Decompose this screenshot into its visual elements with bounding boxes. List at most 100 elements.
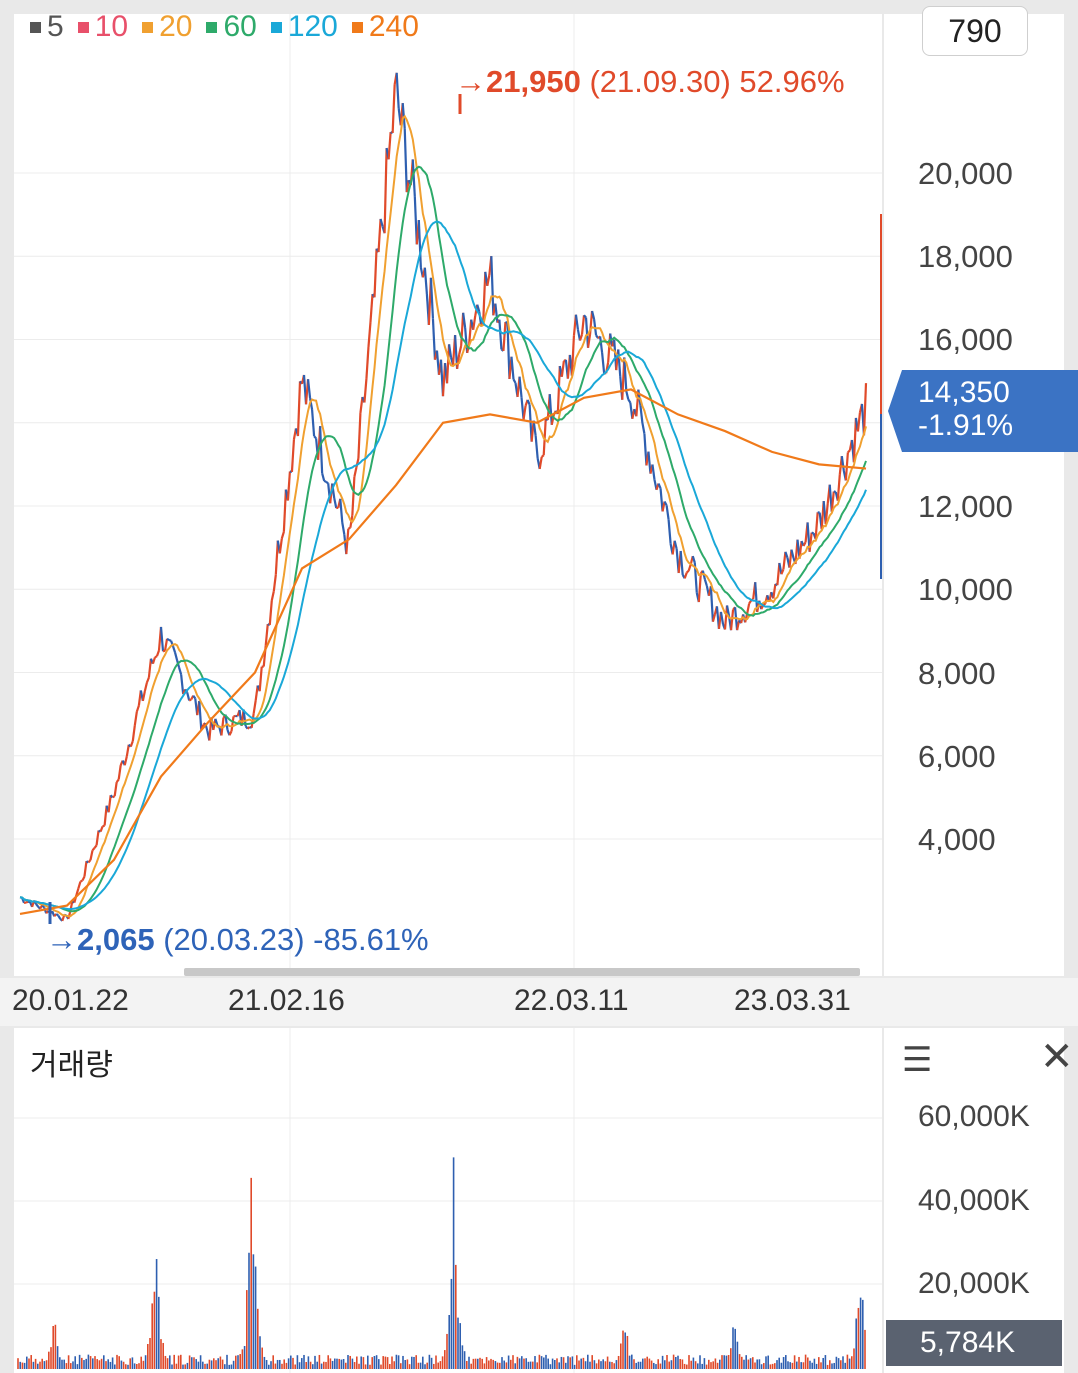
- price-segment: [93, 844, 98, 849]
- price-segment: [351, 476, 356, 516]
- legend-ma10[interactable]: 10: [77, 10, 128, 44]
- legend-swatch: [351, 21, 363, 33]
- price-segment: [103, 805, 108, 826]
- price-segment: [673, 540, 678, 550]
- volume-chart-panel[interactable]: [14, 1028, 882, 1373]
- price-segment: [719, 611, 725, 625]
- price-segment: [856, 412, 862, 432]
- price-segment: [431, 318, 437, 360]
- price-segment: [313, 435, 317, 440]
- legend-swatch: [270, 21, 282, 33]
- price-chart-panel[interactable]: [14, 14, 882, 976]
- low-price-marker: →2,065 (20.03.23) -85.61%: [46, 922, 429, 958]
- legend-swatch: [206, 21, 218, 33]
- ma-legend: 5 10 20 60 120 240: [30, 10, 419, 44]
- price-segment: [331, 483, 336, 499]
- price-chart-canvas: [14, 14, 882, 976]
- price-segment: [35, 903, 39, 908]
- price-segment: [53, 913, 58, 918]
- volume-tick-label: 40,000K: [918, 1184, 1030, 1217]
- price-segment: [323, 479, 327, 483]
- price-segment: [725, 605, 731, 617]
- price-segment: [109, 794, 114, 799]
- current-change: -1.91%: [918, 409, 1014, 442]
- price-segment: [353, 467, 358, 478]
- legend-label: 20: [159, 10, 193, 43]
- price-segment: [57, 914, 62, 920]
- legend-label: 60: [223, 10, 257, 43]
- price-segment: [363, 378, 368, 403]
- price-segment: [198, 700, 203, 730]
- current-price-badge: 14,350 -1.91%: [888, 370, 1078, 452]
- price-segment: [357, 412, 362, 459]
- price-segment: [790, 549, 795, 559]
- price-segment: [862, 383, 868, 436]
- price-segment: [180, 674, 185, 695]
- price-segment: [746, 603, 751, 614]
- price-segment: [387, 132, 392, 160]
- price-segment: [847, 449, 851, 454]
- high-date: (21.09.30): [589, 64, 731, 99]
- legend-ma60[interactable]: 60: [206, 10, 257, 44]
- price-segment: [87, 859, 92, 864]
- price-segment: [623, 357, 628, 392]
- price-segment: [510, 356, 515, 380]
- price-segment: [91, 847, 96, 852]
- price-segment: [391, 84, 396, 134]
- price-segment: [445, 344, 451, 384]
- price-segment: [67, 910, 72, 920]
- price-segment: [627, 398, 632, 404]
- price-segment: [258, 666, 263, 692]
- price-segment: [264, 624, 269, 646]
- price-segment: [852, 417, 858, 463]
- price-segment: [665, 505, 670, 520]
- price-segment: [151, 656, 157, 665]
- price-tick-label: 20,000: [918, 156, 1013, 191]
- price-segment: [379, 218, 384, 227]
- top-value-box[interactable]: 790: [922, 6, 1028, 56]
- price-segment: [639, 405, 644, 424]
- date-tick-label: 20.01.22: [12, 984, 129, 1017]
- price-segment: [188, 698, 192, 702]
- price-segment: [780, 568, 785, 575]
- close-icon[interactable]: ✕: [1040, 1035, 1074, 1079]
- price-segment: [464, 327, 469, 354]
- current-price: 14,350: [918, 376, 1010, 409]
- legend-ma240[interactable]: 240: [351, 10, 419, 44]
- legend-ma120[interactable]: 120: [270, 10, 338, 44]
- price-segment: [129, 740, 134, 748]
- legend-ma5[interactable]: 5: [30, 10, 64, 44]
- price-segment: [482, 271, 487, 321]
- price-segment: [112, 795, 116, 799]
- legend-ma20[interactable]: 20: [142, 10, 192, 44]
- price-segment: [417, 219, 422, 268]
- price-tick-label: 18,000: [918, 239, 1013, 274]
- price-segment: [411, 159, 416, 197]
- price-segment: [709, 586, 715, 622]
- price-segment: [663, 500, 668, 506]
- price-segment: [143, 682, 148, 692]
- price-segment: [278, 538, 283, 554]
- price-segment: [711, 613, 716, 622]
- price-segment: [560, 361, 565, 377]
- price-segment: [447, 344, 453, 358]
- price-segment: [736, 620, 741, 631]
- price-segment: [512, 378, 517, 384]
- price-segment: [55, 913, 59, 917]
- legend-swatch: [77, 21, 89, 33]
- price-segment: [131, 725, 136, 742]
- price-segment: [367, 321, 372, 348]
- volume-tick-label: 60,000K: [918, 1100, 1030, 1133]
- price-segment: [833, 490, 837, 494]
- price-segment: [538, 456, 543, 470]
- price-segment: [625, 390, 630, 400]
- price-segment: [782, 551, 787, 570]
- hamburger-icon[interactable]: ☰: [902, 1041, 933, 1079]
- price-segment: [683, 572, 688, 579]
- date-tick-label: 21.02.16: [228, 984, 345, 1017]
- chart-scrollbar[interactable]: [184, 968, 860, 976]
- price-segment: [89, 850, 94, 861]
- price-tick-label: 4,000: [918, 822, 996, 857]
- legend-label: 240: [368, 10, 419, 43]
- price-segment: [147, 658, 153, 678]
